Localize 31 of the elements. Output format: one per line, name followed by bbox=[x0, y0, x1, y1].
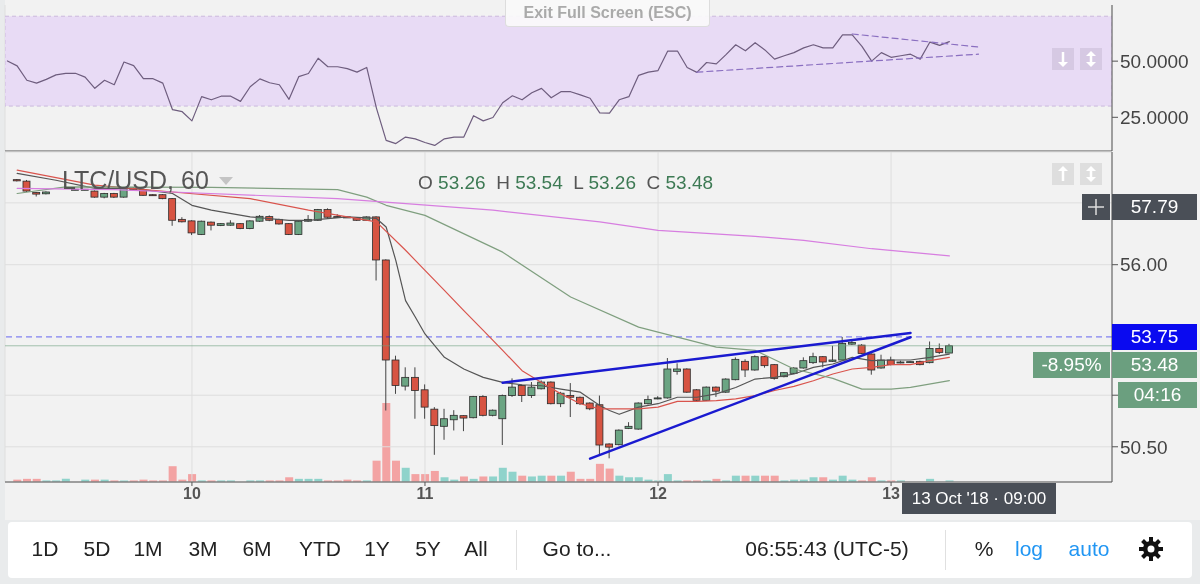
annotation: -8.95% bbox=[1033, 351, 1110, 378]
y-tick-label: 56.00 bbox=[1120, 254, 1168, 276]
text: 5D bbox=[83, 537, 111, 560]
text: 1D bbox=[31, 537, 59, 560]
y-tick-label: 25.0000 bbox=[1120, 107, 1189, 129]
text: % bbox=[974, 537, 994, 560]
text: LTC/USD, 60 bbox=[62, 166, 209, 195]
annotation: Exit Full Screen (ESC) bbox=[505, 0, 710, 27]
text: 13 Oct '18 · 09:00 bbox=[902, 483, 1056, 514]
text: Go to... bbox=[542, 537, 612, 560]
text: O 53.26 H 53.54 L 53.26 C 53.48 bbox=[418, 172, 715, 193]
text: 1M bbox=[133, 537, 163, 560]
text: 04:16 bbox=[1118, 381, 1197, 408]
text: 3M bbox=[188, 537, 218, 560]
text: 06:55:43 (UTC-5) bbox=[744, 536, 910, 562]
x-tick-label: 12 bbox=[649, 485, 668, 503]
legend-label: 53.48 bbox=[1112, 351, 1197, 378]
text: auto bbox=[1068, 537, 1110, 560]
ref-line-label: 53.75 bbox=[1112, 323, 1197, 350]
text: 1Y bbox=[364, 537, 390, 560]
text: 6M bbox=[242, 537, 272, 560]
x-tick-label: 10 bbox=[183, 485, 201, 503]
y-tick-label: 50.50 bbox=[1120, 436, 1168, 458]
x-tick-label: 13 bbox=[882, 485, 901, 503]
text: 57.79 bbox=[1112, 194, 1197, 220]
text: log bbox=[1014, 537, 1044, 560]
y-tick-label: 50.0000 bbox=[1120, 50, 1189, 72]
text: YTD bbox=[299, 537, 341, 560]
x-tick-label: 11 bbox=[416, 485, 434, 503]
text: 5Y bbox=[415, 537, 441, 560]
text: All bbox=[464, 537, 488, 560]
